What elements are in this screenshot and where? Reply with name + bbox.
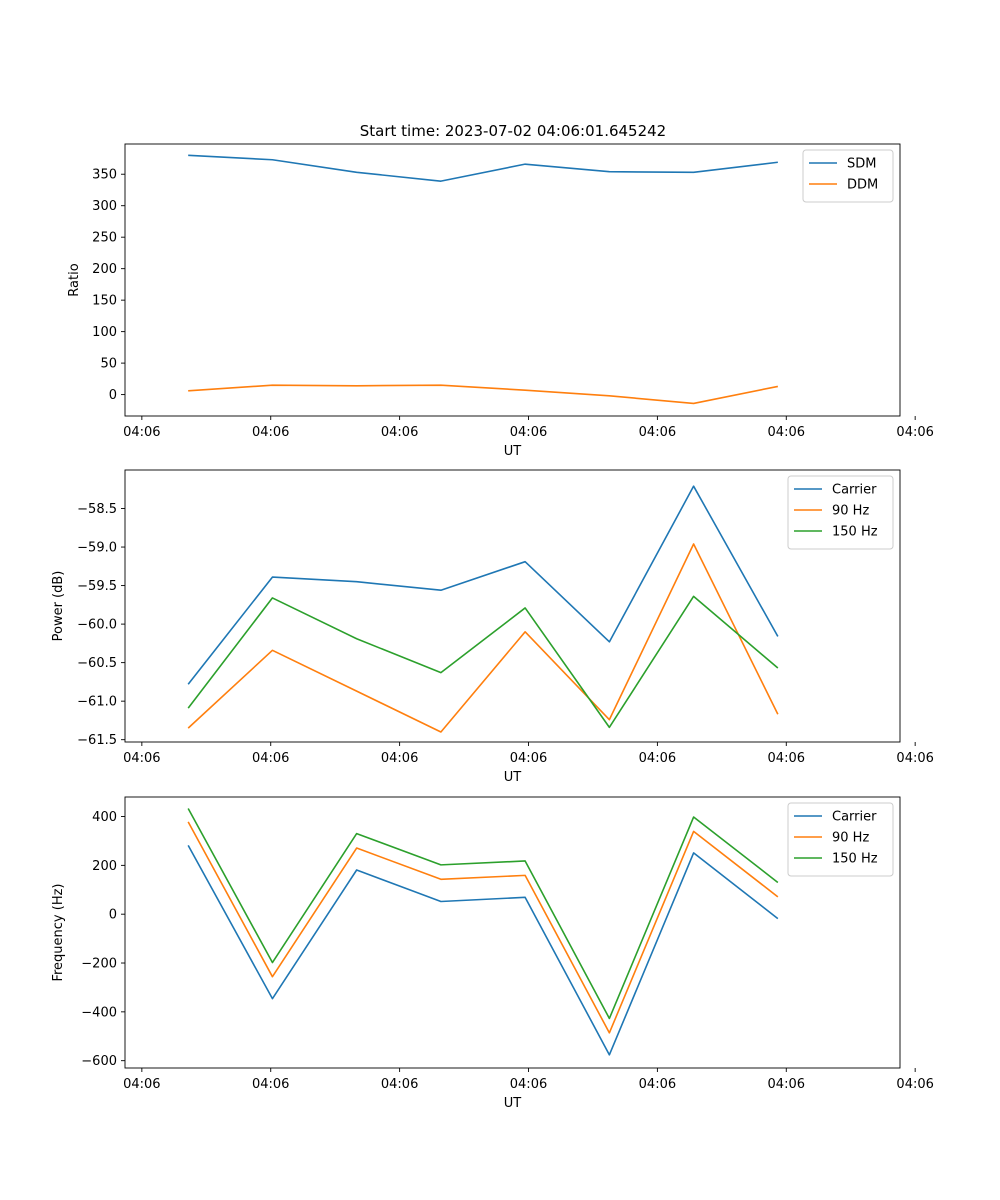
x-tick-label: 04:06 [639, 425, 676, 440]
series-line-90-hz [187, 543, 779, 733]
legend-label-90-hz: 90 Hz [832, 504, 869, 519]
y-tick-label: 250 [92, 231, 117, 246]
axes-frame [124, 469, 901, 743]
x-tick-label: 04:06 [252, 425, 289, 440]
y-tick-label: 0 [109, 908, 117, 923]
legend: Carrier 90 Hz 150 Hz [787, 802, 894, 877]
y-tick-label: 150 [92, 294, 117, 309]
x-tick-label: 04:06 [896, 751, 933, 766]
y-tick-label: −400 [81, 1005, 117, 1020]
y-tick-label: −200 [81, 957, 117, 972]
y-tick-label: 0 [109, 388, 117, 403]
y-tick-label: −61.5 [77, 733, 117, 748]
legend-label-90-hz: 90 Hz [832, 831, 869, 846]
x-tick-label: 04:06 [768, 425, 805, 440]
series-line-150-hz [187, 808, 779, 1020]
series-line-carrier [187, 485, 779, 685]
x-tick-label: 04:06 [768, 751, 805, 766]
y-axis-label: Ratio [67, 263, 82, 296]
y-tick-label: 50 [100, 357, 117, 372]
y-tick-label: 200 [92, 859, 117, 874]
x-tick-label: 04:06 [123, 425, 160, 440]
y-tick-label: −60.0 [77, 618, 117, 633]
x-tick-label: 04:06 [639, 1077, 676, 1092]
frequency-panel: 04:06 04:06 04:06 04:06 04:06 04:06 04:06 −600 −… [51, 796, 934, 1111]
x-tick-label: 04:06 [381, 425, 418, 440]
axes-frame [124, 143, 901, 417]
chart-title: Start time: 2023-07-02 04:06:01.645242 [360, 122, 666, 140]
y-tick-label: −59.5 [77, 579, 117, 594]
x-tick-label: 04:06 [510, 751, 547, 766]
x-tick-label: 04:06 [896, 425, 933, 440]
legend-label-ddm: DDM [847, 178, 878, 193]
x-axis-label: UT [504, 444, 522, 459]
legend-label-carrier: Carrier [832, 810, 877, 825]
series-line-carrier [187, 844, 779, 1056]
series-line-ddm [188, 384, 779, 405]
x-axis-label: UT [504, 770, 522, 785]
x-tick-label: 04:06 [510, 425, 547, 440]
x-tick-label: 04:06 [381, 751, 418, 766]
x-axis-label: UT [504, 1096, 522, 1111]
series-line-150-hz [187, 595, 779, 729]
y-tick-label: 100 [92, 325, 117, 340]
y-tick-label: 200 [92, 262, 117, 277]
series-line-sdm [188, 154, 778, 182]
legend: Carrier 90 Hz 150 Hz [787, 475, 894, 550]
x-tick-label: 04:06 [123, 1077, 160, 1092]
legend-label-150-hz: 150 Hz [832, 852, 878, 867]
x-tick-label: 04:06 [639, 751, 676, 766]
x-tick-label: 04:06 [123, 751, 160, 766]
legend-label-sdm: SDM [847, 157, 876, 172]
y-tick-label: −600 [81, 1054, 117, 1069]
y-tick-label: 350 [92, 168, 117, 183]
x-tick-label: 04:06 [768, 1077, 805, 1092]
legend: SDM DDM [802, 149, 894, 203]
x-tick-label: 04:06 [896, 1077, 933, 1092]
y-tick-label: −59.0 [77, 541, 117, 556]
ratio-panel: 04:06 04:06 04:06 04:06 04:06 04:06 04:06 0 50 10… [67, 143, 934, 459]
x-tick-label: 04:06 [252, 751, 289, 766]
y-tick-label: 300 [92, 199, 117, 214]
x-tick-label: 04:06 [252, 1077, 289, 1092]
y-tick-label: −58.5 [77, 502, 117, 517]
power-panel: 04:06 04:06 04:06 04:06 04:06 04:06 04:06 −61.5… [51, 469, 934, 785]
y-tick-label: 400 [92, 810, 117, 825]
y-axis-label: Frequency (Hz) [51, 883, 66, 981]
series-line-90-hz [187, 821, 779, 1034]
x-tick-label: 04:06 [510, 1077, 547, 1092]
x-tick-label: 04:06 [381, 1077, 418, 1092]
y-tick-label: −60.5 [77, 656, 117, 671]
y-axis-label: Power (dB) [51, 571, 66, 642]
legend-label-150-hz: 150 Hz [832, 525, 878, 540]
legend-label-carrier: Carrier [832, 483, 877, 498]
axes-frame [124, 796, 901, 1069]
y-tick-label: −61.0 [77, 695, 117, 710]
